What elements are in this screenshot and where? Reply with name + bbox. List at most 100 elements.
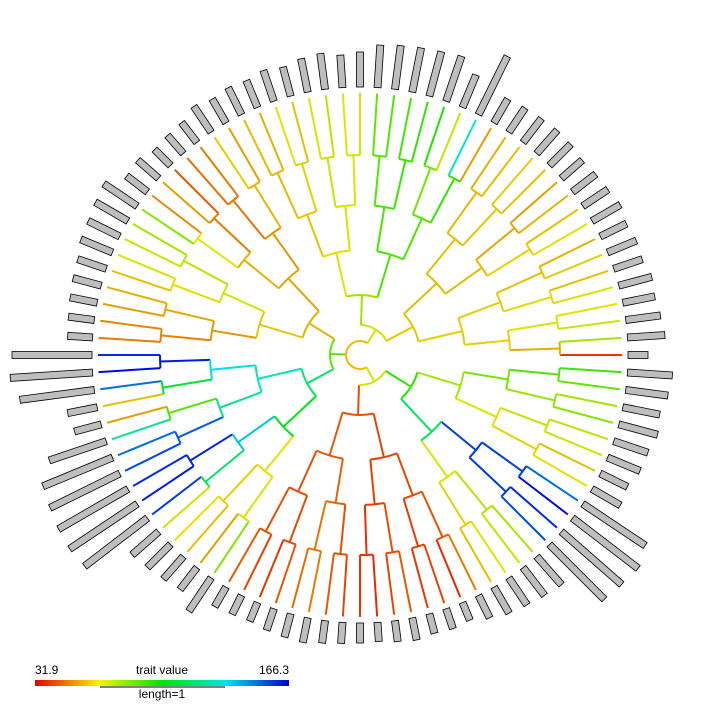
tip-branch	[552, 405, 614, 424]
tip-branch	[98, 336, 161, 343]
tip-branch	[291, 101, 310, 163]
clade-arc	[316, 449, 344, 460]
tip-branch	[544, 430, 603, 457]
trait-bar	[589, 485, 623, 509]
branch	[204, 449, 245, 483]
trait-bar	[490, 584, 513, 616]
tip-branch	[199, 146, 240, 197]
tip-branch	[258, 539, 285, 598]
tip-branch	[480, 513, 521, 564]
clade-arc	[532, 443, 541, 456]
tip-branch	[555, 302, 618, 317]
branch	[461, 208, 498, 247]
trait-bar	[129, 528, 162, 558]
trait-bar	[533, 127, 561, 157]
branch	[257, 367, 302, 380]
trait-bar	[208, 96, 230, 126]
trait-bar	[505, 575, 531, 608]
branch	[509, 347, 560, 352]
trait-bar	[442, 54, 466, 103]
tip-branch	[141, 208, 195, 245]
branch	[264, 486, 291, 532]
branch	[237, 415, 276, 444]
tip-branch	[124, 238, 182, 268]
tip-branch	[162, 486, 211, 529]
branch	[287, 277, 320, 312]
scale-bar-label: length=1	[139, 687, 186, 701]
trait-bar	[11, 351, 93, 359]
clade-arc	[271, 169, 284, 177]
trait-bar	[569, 170, 599, 196]
branch	[402, 498, 420, 547]
trait-bar	[474, 54, 511, 117]
trait-bar	[69, 293, 99, 307]
trait-bar	[82, 514, 151, 570]
tip-branch	[509, 486, 558, 529]
trait-bar	[533, 553, 565, 588]
tip-branch	[186, 504, 229, 553]
tip-branch	[274, 544, 297, 604]
trait-bar	[279, 65, 295, 98]
branch	[334, 458, 344, 504]
tip-branch	[106, 286, 168, 305]
trait-bar	[580, 500, 648, 550]
tip-branch	[341, 93, 348, 156]
tip-branch	[98, 367, 161, 374]
tip-branch	[213, 136, 250, 190]
branch	[339, 504, 347, 555]
trait-bar	[580, 185, 611, 210]
tip-branch	[124, 442, 182, 472]
trait-bar	[425, 612, 439, 635]
tip-branch	[435, 112, 462, 171]
trait-bar	[262, 607, 278, 632]
tip-branch	[141, 465, 195, 502]
branch	[393, 159, 407, 210]
branch	[396, 452, 414, 496]
clade-arc	[283, 538, 297, 546]
branch	[219, 391, 263, 409]
trait-bar	[458, 600, 474, 623]
branch	[363, 504, 368, 555]
clade-arc	[174, 431, 182, 444]
tip-branch	[410, 101, 429, 163]
branch	[357, 384, 361, 416]
trait-bar	[442, 607, 457, 631]
trait-bar	[337, 621, 347, 645]
branch	[335, 252, 348, 297]
branch	[496, 271, 543, 295]
tip-branch	[518, 475, 569, 516]
clade-arc	[215, 398, 225, 418]
branch	[164, 308, 215, 322]
clade-arc	[423, 164, 437, 172]
trait-bar	[408, 616, 421, 642]
clade-arc	[237, 512, 250, 523]
branch	[352, 155, 357, 206]
trait-bar	[47, 437, 108, 465]
tip-branch	[470, 520, 507, 574]
branch	[411, 167, 432, 215]
branch	[366, 328, 377, 344]
trait-bar	[41, 453, 115, 491]
tip-branch	[100, 380, 162, 391]
clade-arc	[468, 441, 483, 459]
branch	[457, 301, 501, 319]
clade-arc	[335, 204, 356, 208]
clade-arc	[333, 552, 347, 556]
clade-arc	[517, 465, 528, 478]
tip-branch	[552, 286, 614, 305]
clade-arc	[259, 527, 272, 536]
branch	[463, 371, 509, 381]
legend-title: trait value	[136, 663, 188, 677]
branch	[210, 364, 256, 371]
trait-bar	[391, 44, 405, 91]
trait-bar	[490, 96, 512, 126]
branch	[232, 199, 266, 240]
trait-bar	[391, 619, 402, 643]
trait-bar	[9, 368, 94, 382]
branch	[438, 481, 467, 526]
branch	[402, 217, 423, 260]
tip-branch	[228, 127, 261, 183]
trait-bar	[228, 593, 246, 617]
branch	[383, 502, 394, 553]
